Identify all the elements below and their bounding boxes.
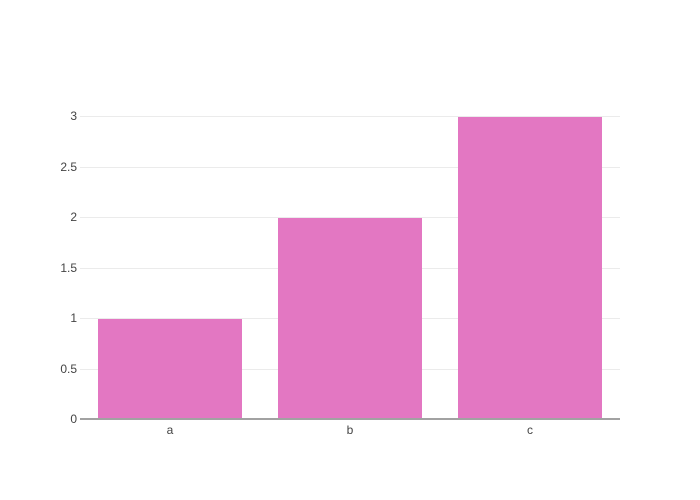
y-gridline: [80, 166, 620, 168]
y-tick-label: 0.5: [60, 361, 77, 376]
bar-c[interactable]: [458, 117, 602, 420]
y-tick-label: 3: [70, 109, 77, 123]
y-tick-label: 1: [70, 311, 77, 325]
x-tick-label: a: [166, 423, 174, 437]
x-axis-baseline: [80, 418, 620, 420]
bar-b[interactable]: [278, 218, 422, 420]
x-tick-label: b: [346, 423, 354, 437]
bar-a[interactable]: [98, 319, 242, 420]
x-tick-label: c: [527, 423, 533, 437]
y-tick-label: 2: [70, 210, 77, 224]
y-tick-label: 0: [70, 412, 77, 426]
y-gridline: [80, 116, 620, 117]
y-tick-label: 1.5: [60, 260, 77, 275]
plot-area: [80, 100, 620, 420]
y-gridline: [80, 217, 620, 218]
y-tick-label: 2.5: [60, 159, 77, 174]
